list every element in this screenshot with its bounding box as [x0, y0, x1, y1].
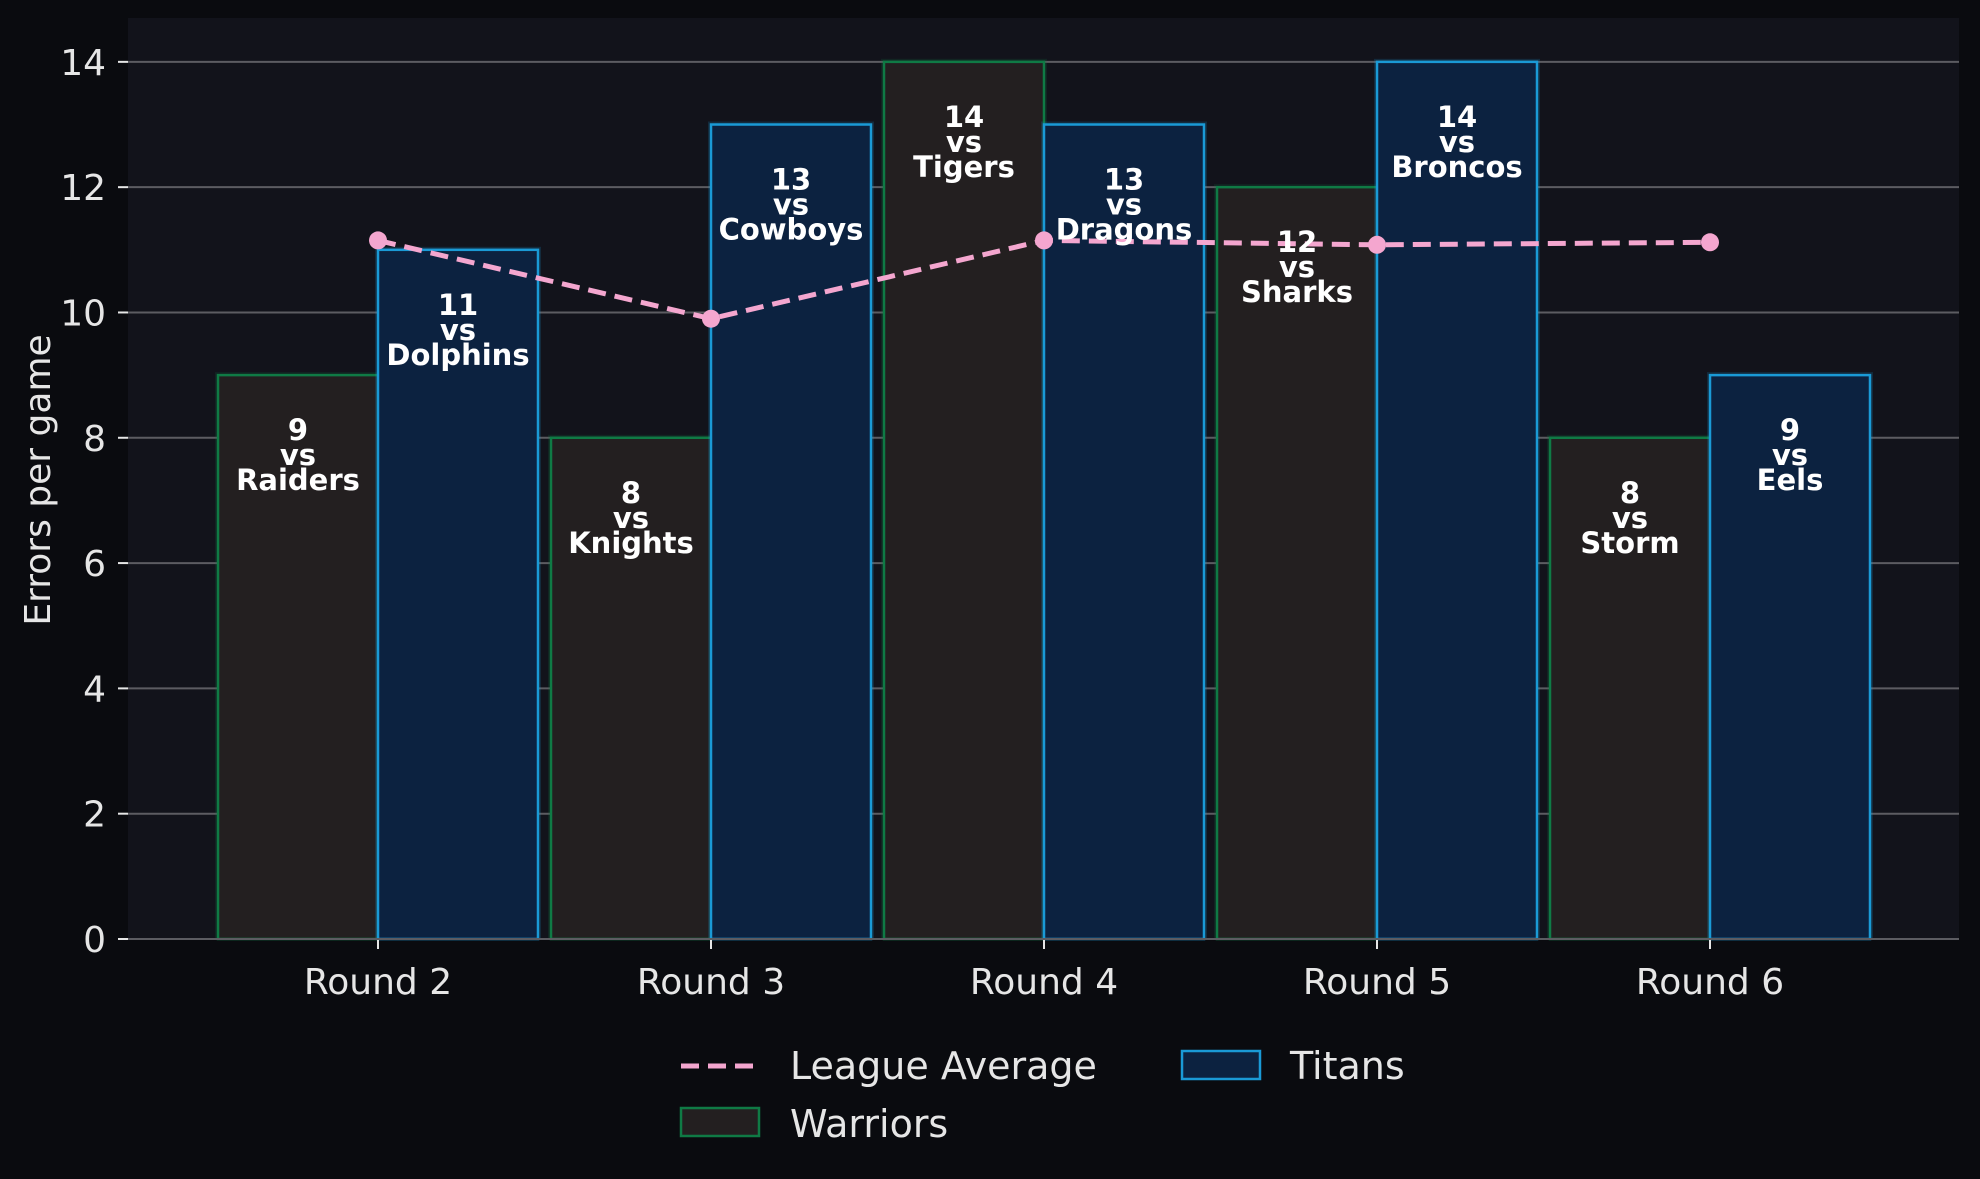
- bar-label: vs: [280, 438, 316, 472]
- legend-swatch-warriors: [679, 1106, 761, 1138]
- legend-swatch-titans: [1180, 1049, 1262, 1081]
- bar-titans: [1708, 373, 1872, 941]
- y-axis-title: Errors per game: [18, 334, 59, 625]
- bars: [215, 58, 1873, 941]
- bar-label: Sharks: [1241, 275, 1353, 309]
- x-tick-label: Round 4: [970, 962, 1118, 1003]
- bar-label: vs: [1772, 438, 1808, 472]
- bar-label: 9: [1780, 413, 1800, 447]
- y-tick-label: 8: [83, 419, 106, 460]
- y-tick-label: 12: [60, 168, 106, 209]
- legend-label-titans: Titans: [1289, 1044, 1405, 1088]
- bar-titans: [1042, 123, 1206, 941]
- x-tick-label: Round 3: [637, 962, 785, 1003]
- bar-warriors: [882, 60, 1046, 941]
- x-tick-label: Round 5: [1303, 962, 1451, 1003]
- bar-label: 11: [438, 288, 478, 322]
- bar-label: vs: [1279, 250, 1315, 284]
- bar-label: Raiders: [236, 463, 360, 497]
- y-tick-label: 6: [83, 544, 106, 585]
- bar-label: vs: [1612, 501, 1648, 535]
- league-average-point: [369, 231, 387, 250]
- bar-label: 8: [1620, 476, 1640, 510]
- y-tick-label: 10: [60, 293, 106, 334]
- x-tick-label: Round 2: [304, 962, 452, 1003]
- x-tick-label: Round 6: [1636, 962, 1784, 1003]
- bar-label: 8: [621, 476, 641, 510]
- bar-warriors: [1215, 185, 1379, 941]
- league-average-point: [702, 309, 720, 328]
- league-average-point: [1368, 235, 1386, 254]
- bar-label: 14: [1437, 100, 1477, 134]
- bar-label: Storm: [1580, 526, 1679, 560]
- bar-label: Dolphins: [386, 338, 529, 372]
- bar-label: Knights: [568, 526, 694, 560]
- bar-label: Dragons: [1056, 213, 1193, 247]
- axes: 0 2 4 6 8 10 12 14 Round 2 Round 3 Round 4 Round 5 R…: [60, 43, 1959, 1003]
- bar-label: Broncos: [1391, 150, 1522, 184]
- bar-titans: [1375, 60, 1539, 941]
- bar-titans: [709, 123, 873, 941]
- bar-label: 14: [944, 100, 984, 134]
- bar-label: 9: [288, 413, 308, 447]
- bar-label: 13: [1104, 163, 1144, 197]
- league-average-point: [1701, 233, 1719, 252]
- bar-label: Tigers: [913, 150, 1015, 184]
- legend-label-league-average: League Average: [790, 1044, 1097, 1088]
- bar-titans: [376, 248, 540, 941]
- bar-label: vs: [440, 313, 476, 347]
- bar-label: vs: [1439, 125, 1475, 159]
- league-average-line: [369, 231, 1719, 328]
- y-tick-label: 0: [83, 920, 106, 961]
- y-tick-label: 2: [83, 795, 106, 836]
- bar-label: vs: [1106, 188, 1142, 222]
- bar-warriors: [549, 436, 713, 941]
- bar-label: vs: [773, 188, 809, 222]
- bar-label: 12: [1277, 225, 1317, 259]
- bar-label: Eels: [1757, 463, 1824, 497]
- bar-label: Cowboys: [719, 213, 864, 247]
- legend-label-warriors: Warriors: [790, 1102, 948, 1146]
- y-tick-label: 4: [83, 669, 106, 710]
- y-tick-label: 14: [60, 43, 106, 84]
- league-average-point: [1035, 231, 1053, 250]
- bar-label: vs: [946, 125, 982, 159]
- bar-label: vs: [613, 501, 649, 535]
- legend: League Average Titans Warriors: [679, 1044, 1405, 1146]
- bar-label: 13: [771, 163, 811, 197]
